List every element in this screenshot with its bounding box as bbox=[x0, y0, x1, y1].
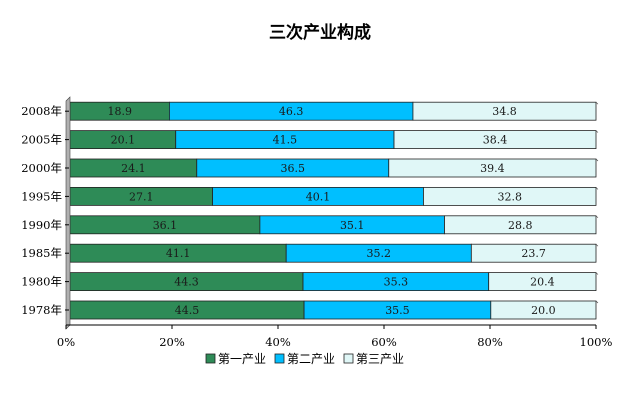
data-label: 35.5 bbox=[385, 304, 410, 317]
bar-edge bbox=[595, 300, 599, 304]
bar-segment bbox=[388, 158, 597, 178]
category-label: 2000年 bbox=[21, 161, 62, 175]
bar-segment bbox=[412, 101, 597, 121]
data-label: 39.4 bbox=[480, 162, 505, 175]
data-label: 40.1 bbox=[306, 190, 331, 203]
data-label: 35.1 bbox=[340, 219, 365, 232]
category-label: 1980年 bbox=[21, 275, 62, 289]
legend-label: 第二产业 bbox=[287, 352, 335, 366]
data-label: 44.5 bbox=[175, 304, 200, 317]
category-label: 1995年 bbox=[21, 189, 62, 203]
category-label: 1985年 bbox=[21, 246, 62, 260]
data-label: 35.3 bbox=[384, 276, 409, 289]
data-label: 34.8 bbox=[492, 105, 517, 118]
legend-label: 第三产业 bbox=[356, 352, 404, 366]
x-tick-label: 20% bbox=[159, 335, 185, 349]
bar-segment bbox=[470, 243, 597, 263]
legend-swatch bbox=[205, 353, 216, 364]
category-label: 1978年 bbox=[21, 303, 62, 317]
bar-segment bbox=[490, 300, 597, 320]
data-label: 46.3 bbox=[279, 105, 304, 118]
axis-layer: 1978年 1980年 1985年 1990年 1995年 2000年 2005年 2008年… bbox=[21, 96, 613, 349]
bar-edge bbox=[595, 215, 599, 219]
data-label: 27.1 bbox=[129, 190, 154, 203]
data-label: 41.1 bbox=[166, 247, 191, 260]
x-tick-label: 40% bbox=[265, 335, 291, 349]
legend-label: 第一产业 bbox=[218, 352, 266, 366]
bar-edge bbox=[595, 272, 599, 275]
data-label: 18.9 bbox=[107, 105, 132, 118]
x-tick-label: 80% bbox=[477, 335, 503, 349]
data-label: 20.0 bbox=[531, 304, 556, 317]
data-label: 36.1 bbox=[153, 219, 178, 232]
data-label: 28.8 bbox=[508, 219, 533, 232]
x-tick-label: 60% bbox=[371, 335, 397, 349]
bar-edge bbox=[595, 158, 599, 162]
chart-title: 三次产业构成 bbox=[269, 22, 371, 43]
data-label: 32.8 bbox=[497, 190, 522, 203]
data-label: 41.5 bbox=[273, 134, 298, 147]
data-label: 36.5 bbox=[281, 162, 306, 175]
data-label: 44.3 bbox=[174, 276, 199, 289]
data-label: 20.4 bbox=[530, 276, 555, 289]
data-label: 35.2 bbox=[367, 247, 392, 260]
bar-segment bbox=[393, 130, 597, 150]
bar-edge bbox=[595, 101, 599, 105]
bar-segment bbox=[488, 272, 597, 292]
data-label: 24.1 bbox=[121, 162, 146, 175]
legend: 第一产业 第二产业 第三产业 bbox=[205, 352, 404, 366]
x-tick-label: 100% bbox=[580, 335, 613, 349]
data-label: 38.4 bbox=[483, 134, 508, 147]
legend-swatch bbox=[343, 353, 354, 364]
plot-depth-wall bbox=[65, 96, 71, 330]
bar-edge bbox=[595, 243, 599, 247]
legend-swatch bbox=[274, 353, 285, 364]
category-label: 2008年 bbox=[21, 104, 62, 118]
bar-edge bbox=[595, 130, 599, 133]
category-label: 2005年 bbox=[21, 133, 62, 147]
bar-segment bbox=[444, 215, 597, 235]
bars-layer: 44.5 35.5 20.0 44.3 35.3 20.4 41.1 35.2 23.7 36.1… bbox=[69, 101, 599, 320]
bar-segment bbox=[423, 186, 597, 206]
data-label: 23.7 bbox=[521, 247, 546, 260]
x-tick-label: 0% bbox=[57, 335, 75, 349]
bar-edge bbox=[595, 187, 599, 190]
data-label: 20.1 bbox=[111, 134, 136, 147]
category-label: 1990年 bbox=[21, 218, 62, 232]
